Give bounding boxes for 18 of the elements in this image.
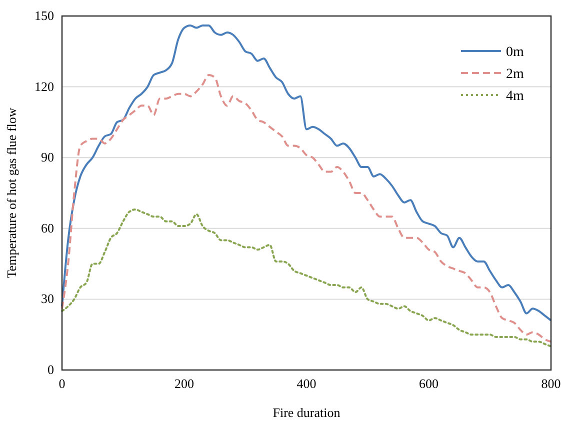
- x-axis-title: Fire duration: [272, 405, 341, 420]
- legend-label: 4m: [506, 89, 524, 104]
- x-tick-label: 600: [419, 376, 438, 391]
- y-tick-label: 120: [34, 78, 54, 94]
- x-tick-label: 800: [541, 376, 561, 391]
- y-tick-label: 90: [41, 150, 54, 165]
- y-tick-label: 0: [48, 362, 54, 377]
- legend-label: 0m: [506, 45, 524, 60]
- legend-label: 2m: [506, 67, 524, 82]
- x-tick-label: 0: [58, 376, 66, 391]
- y-tick-label: 30: [41, 291, 54, 306]
- line-series: [61, 24, 552, 322]
- y-tick-label: 60: [41, 220, 54, 236]
- x-tick-label: 200: [174, 376, 194, 391]
- line-series: [61, 208, 552, 348]
- x-tick-label: 400: [296, 376, 316, 391]
- y-tick-label: 150: [34, 8, 54, 23]
- y-axis-title: Temperature of hot gas flue flow: [4, 107, 19, 278]
